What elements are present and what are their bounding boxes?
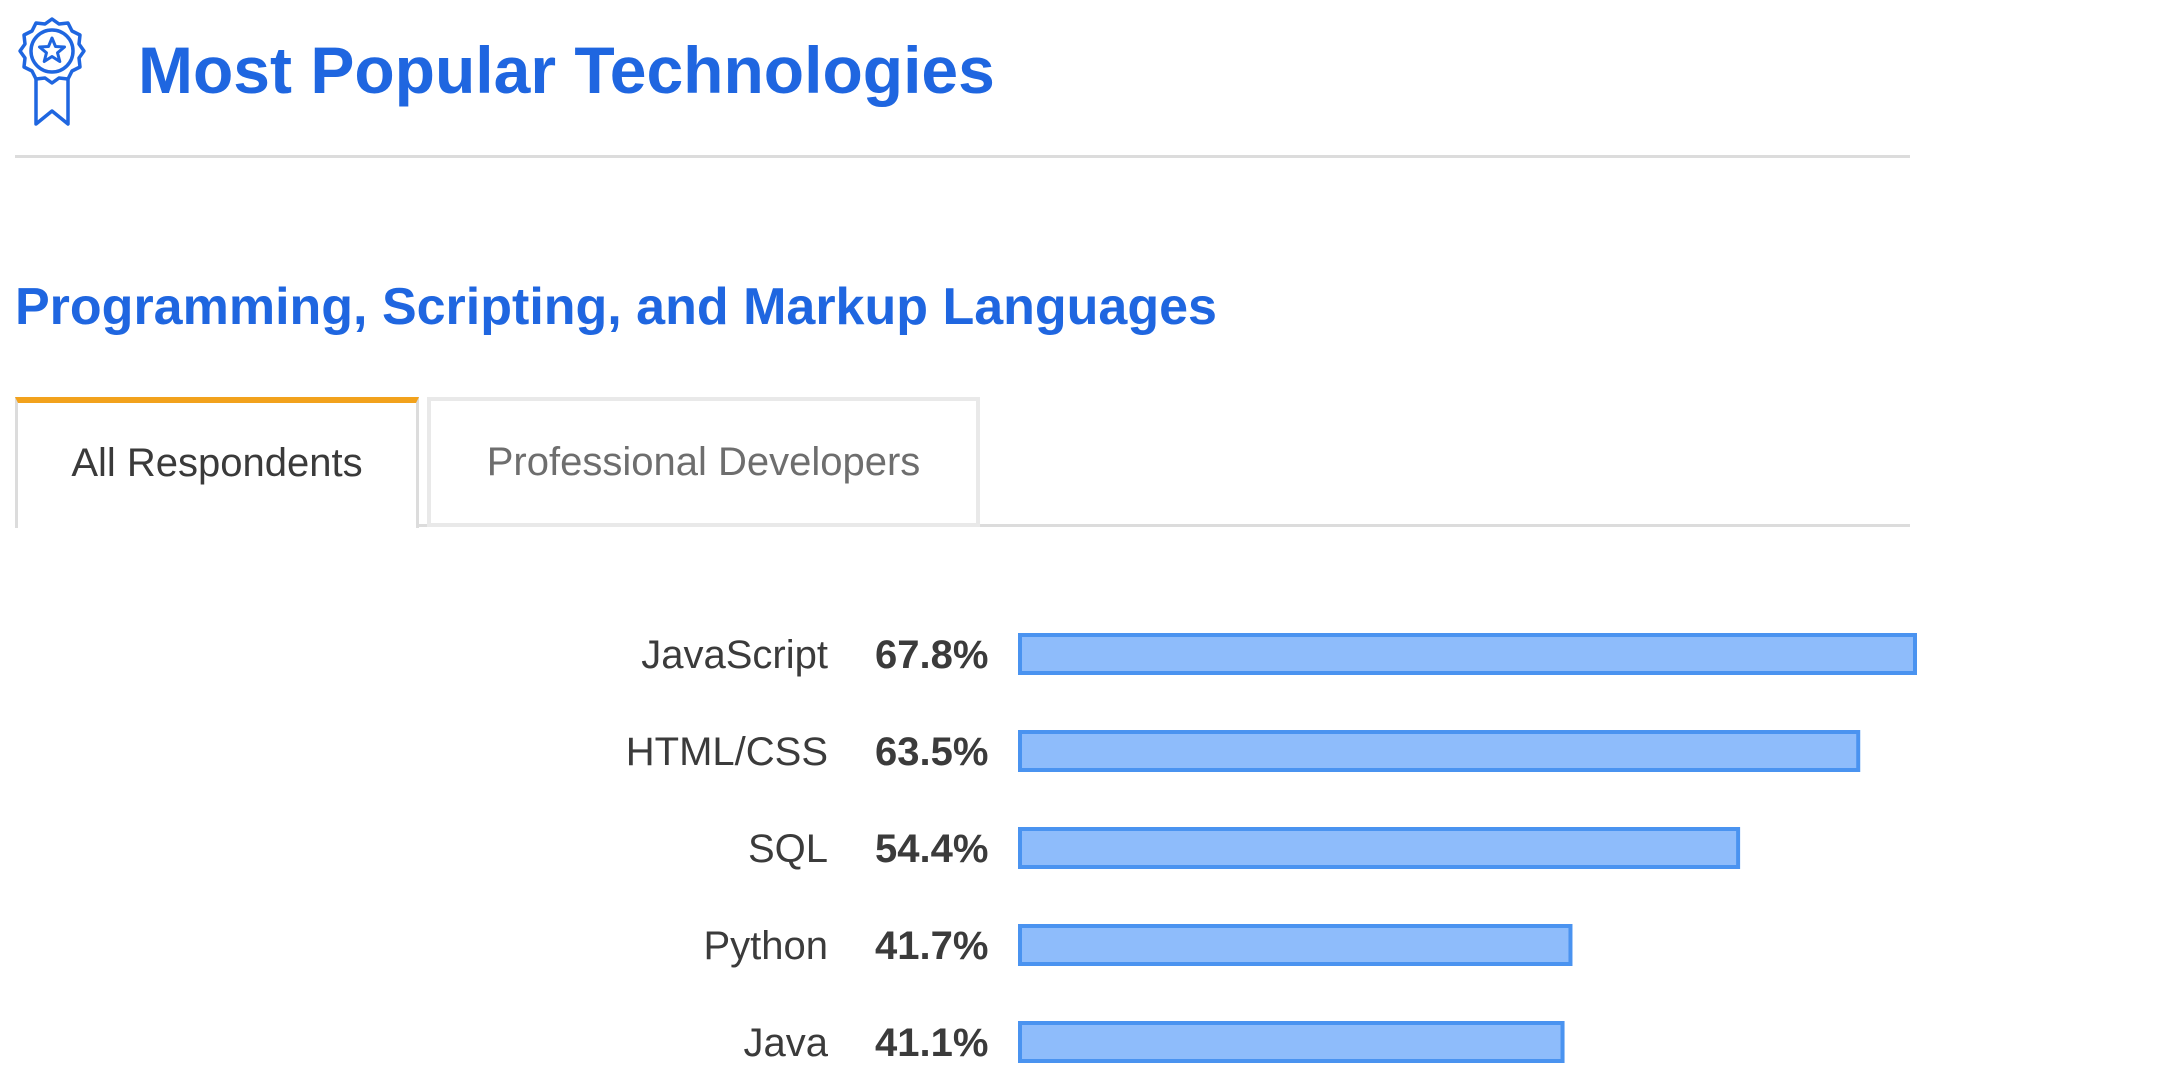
value-label-javascript: 67.8% — [875, 633, 988, 677]
bar-java — [1018, 1021, 1565, 1063]
header-divider — [15, 155, 1910, 158]
bar-html-css — [1018, 730, 1861, 772]
bar-javascript — [1018, 633, 1917, 675]
page-header: Most Popular Technologies — [0, 0, 1910, 158]
section-title: Programming, Scripting, and Markup Langu… — [15, 278, 1217, 336]
bar-sql — [1018, 827, 1741, 869]
tab-all-respondents[interactable]: All Respondents — [15, 397, 419, 528]
category-label-sql: SQL — [748, 827, 828, 871]
award-ribbon-icon — [18, 17, 86, 126]
category-label-python: Python — [703, 924, 828, 968]
value-label-java: 41.1% — [875, 1021, 988, 1065]
tab-professional-developers[interactable]: Professional Developers — [427, 397, 980, 527]
category-label-java: Java — [744, 1021, 829, 1065]
category-label-html-css: HTML/CSS — [626, 730, 828, 774]
category-label-javascript: JavaScript — [641, 633, 828, 677]
value-label-html-css: 63.5% — [875, 730, 988, 774]
page-title: Most Popular Technologies — [138, 33, 995, 107]
value-label-sql: 54.4% — [875, 827, 988, 871]
value-label-python: 41.7% — [875, 924, 988, 968]
respondent-tabs: All Respondents Professional Developers — [15, 397, 1910, 528]
bar-python — [1018, 924, 1573, 966]
